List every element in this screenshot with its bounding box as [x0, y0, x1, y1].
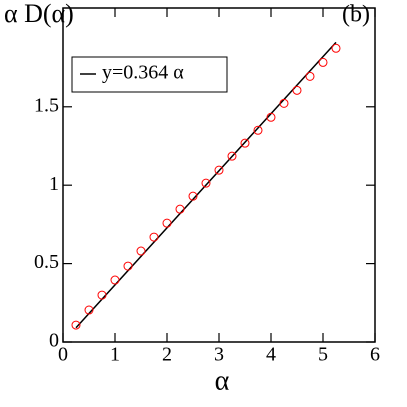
y-axis-label: α D(α): [4, 0, 74, 28]
y-tick-label: 0: [49, 330, 59, 352]
marker: [227, 151, 237, 161]
annotation: (b): [342, 2, 370, 28]
x-axis-label: α: [215, 365, 230, 396]
marker: [292, 85, 302, 95]
marker: [214, 165, 224, 175]
marker: [162, 218, 172, 228]
x-tick-label: 4: [266, 344, 276, 366]
x-tick-label: 1: [110, 344, 120, 366]
x-tick-label: 5: [318, 344, 328, 366]
marker: [305, 71, 315, 81]
marker: [175, 204, 185, 214]
y-tick-label: 1.5: [34, 94, 59, 116]
marker: [279, 98, 289, 108]
marker: [71, 320, 81, 330]
x-tick-label: 6: [370, 344, 380, 366]
marker: [318, 57, 328, 67]
legend-label: y=0.364 α: [102, 62, 184, 84]
legend-box: [71, 56, 228, 93]
marker: [188, 191, 198, 201]
marker: [84, 305, 94, 315]
y-tick-label: 0.5: [34, 251, 59, 273]
marker: [110, 275, 120, 285]
marker: [240, 138, 250, 148]
x-tick-label: 2: [162, 344, 172, 366]
x-tick-label: 3: [214, 344, 224, 366]
marker: [149, 232, 159, 242]
marker: [123, 261, 133, 271]
marker: [201, 178, 211, 188]
y-tick-label: 1: [49, 173, 59, 195]
marker: [331, 43, 341, 53]
marker: [253, 125, 263, 135]
marker: [266, 112, 276, 122]
x-tick-label: 0: [58, 344, 68, 366]
marker: [97, 290, 107, 300]
marker: [136, 246, 146, 256]
